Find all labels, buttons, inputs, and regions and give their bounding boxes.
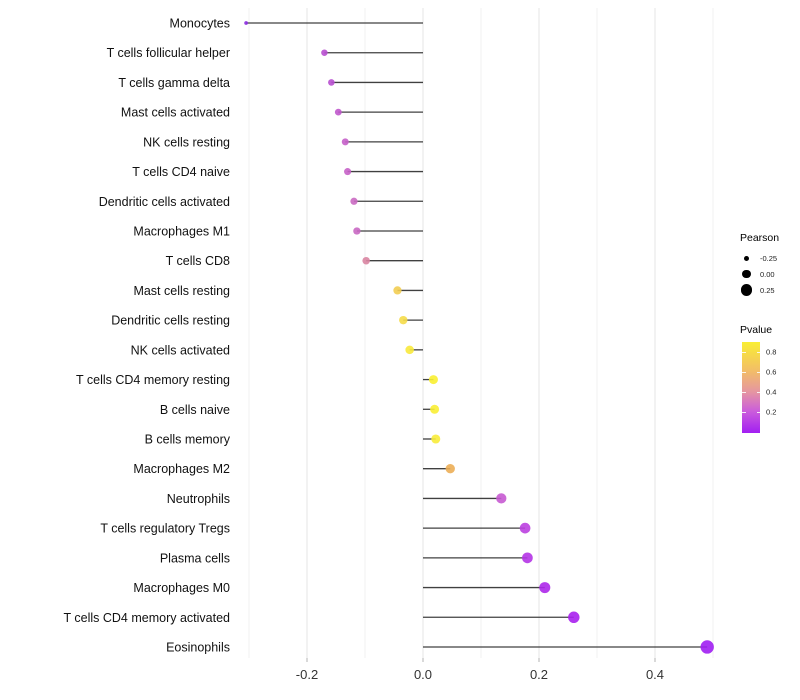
y-axis-label: T cells CD8 <box>166 254 230 268</box>
data-point <box>344 168 352 176</box>
data-point <box>430 404 440 414</box>
pvalue-colorbar-tick <box>742 352 746 353</box>
pvalue-tick-label: 0.6 <box>766 367 777 377</box>
pearson-size-dot <box>744 255 749 261</box>
y-axis-label: Dendritic cells resting <box>111 314 230 328</box>
data-point <box>522 552 533 564</box>
pearson-size-dot-box <box>740 284 753 297</box>
pearson-legend-entry: -0.25 <box>740 250 800 266</box>
data-point <box>428 375 438 385</box>
pearson-size-label: 0.25 <box>760 285 775 295</box>
pearson-size-label: -0.25 <box>760 253 778 263</box>
y-axis-label: Macrophages M0 <box>133 581 230 595</box>
data-point <box>321 49 328 56</box>
data-point <box>568 611 580 624</box>
data-point <box>445 464 455 474</box>
y-axis-label: Macrophages M1 <box>133 224 230 238</box>
data-point <box>519 522 531 534</box>
pvalue-legend-title: Pvalue <box>740 324 773 336</box>
y-axis-label: Mast cells resting <box>133 284 230 298</box>
pvalue-colorbar-tick <box>756 372 760 373</box>
pearson-legend-entries: -0.25 0.00 0.25 <box>740 250 800 298</box>
pvalue-colorbar-tick <box>742 392 746 393</box>
y-axis-label: NK cells resting <box>143 135 230 149</box>
y-axis-label: Monocytes <box>170 17 230 31</box>
data-point <box>334 108 342 116</box>
data-point <box>399 315 408 325</box>
pvalue-colorbar-wrap: 0.8 0.6 0.4 0.2 <box>740 342 800 438</box>
data-point <box>350 197 358 205</box>
data-point <box>328 79 335 86</box>
data-point <box>496 493 507 504</box>
pvalue-colorbar <box>742 342 760 433</box>
pvalue-tick-label: 0.8 <box>766 347 777 357</box>
pvalue-tick-label: 0.4 <box>766 387 777 397</box>
y-axis-label: T cells CD4 memory activated <box>64 611 231 625</box>
data-point <box>341 138 349 146</box>
y-axis-label: T cells CD4 naive <box>132 165 230 179</box>
y-axis-label: Dendritic cells activated <box>99 195 230 209</box>
y-axis-label: B cells naive <box>160 403 230 417</box>
pearson-size-dot <box>742 269 751 279</box>
y-axis-label: T cells regulatory Tregs <box>100 522 230 536</box>
pearson-legend-entry: 0.00 <box>740 266 800 282</box>
y-axis-label: T cells follicular helper <box>107 46 230 60</box>
x-axis-tick-label: -0.2 <box>296 667 318 682</box>
pvalue-colorbar-tick <box>742 412 746 413</box>
pearson-legend-title: Pearson <box>740 232 780 244</box>
data-point <box>539 582 551 594</box>
pvalue-colorbar-tick <box>756 352 760 353</box>
legend-panel: Pearson -0.25 0.00 0.25 Pvalue 0.8 0.6 0.4 0.… <box>740 232 800 438</box>
pvalue-tick-label: 0.2 <box>766 407 777 417</box>
pvalue-color-legend: Pvalue 0.8 0.6 0.4 0.2 <box>740 324 800 438</box>
y-axis-label: Neutrophils <box>167 492 230 506</box>
pearson-size-label: 0.00 <box>760 269 775 279</box>
y-axis-label: B cells memory <box>145 432 231 446</box>
pvalue-colorbar-tick <box>756 392 760 393</box>
pearson-legend-entry: 0.25 <box>740 282 800 298</box>
y-axis-label: NK cells activated <box>131 343 230 357</box>
y-axis-label: Mast cells activated <box>121 106 230 120</box>
y-axis-label: T cells CD4 memory resting <box>76 373 230 387</box>
y-axis-label: Plasma cells <box>160 551 230 565</box>
x-axis-tick-label: 0.2 <box>530 667 548 682</box>
data-point <box>244 21 248 25</box>
pearson-size-dot <box>740 284 753 296</box>
pearson-size-legend: Pearson -0.25 0.00 0.25 <box>740 232 800 298</box>
data-point <box>431 434 441 444</box>
pearson-size-dot-box <box>740 252 753 265</box>
pvalue-colorbar-tick <box>756 412 760 413</box>
data-point <box>353 227 361 235</box>
y-axis-label: Macrophages M2 <box>133 462 230 476</box>
x-axis-tick-label: 0.4 <box>646 667 664 682</box>
data-point <box>405 345 414 355</box>
y-axis-label: T cells gamma delta <box>118 76 230 90</box>
data-point <box>393 286 402 295</box>
pearson-size-dot-box <box>740 268 753 281</box>
pvalue-colorbar-tick <box>742 372 746 373</box>
x-axis-tick-label: 0.0 <box>414 667 432 682</box>
y-axis-label: Eosinophils <box>166 640 230 654</box>
data-point <box>700 640 714 654</box>
data-point <box>362 256 370 265</box>
